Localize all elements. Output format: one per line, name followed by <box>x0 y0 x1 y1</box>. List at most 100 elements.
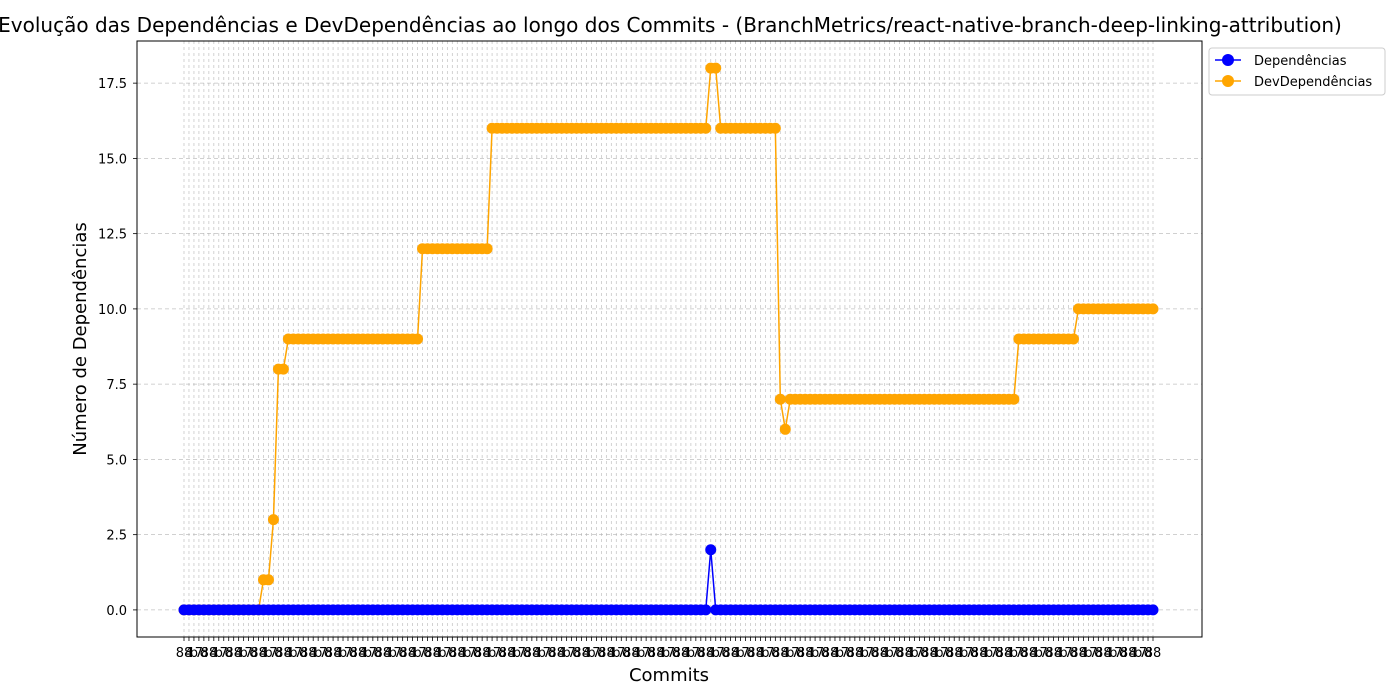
x-tick-label: 7 <box>493 646 501 661</box>
grid-layer <box>137 41 1202 637</box>
x-tick-label: 7 <box>195 646 203 661</box>
x-tick-label: 4 <box>235 646 243 661</box>
x-tick-label: 4 <box>458 646 466 661</box>
data-point-dependencias <box>1147 604 1159 616</box>
x-tick-label: 88 <box>1145 646 1162 661</box>
x-tick-label: 88 <box>896 646 913 661</box>
x-tick-label: 7 <box>220 646 228 661</box>
x-tick-label: 88 <box>946 646 963 661</box>
x-tick-label: b <box>314 646 322 661</box>
x-tick-label: 88 <box>648 646 665 661</box>
x-tick-label: 4 <box>1129 646 1137 661</box>
x-tick-label: b <box>885 646 893 661</box>
x-tick-label: d <box>1020 646 1028 661</box>
x-tick-label: 88 <box>1020 646 1037 661</box>
x-tick-label: 4 <box>980 646 988 661</box>
x-tick-label: d <box>722 646 730 661</box>
x-tick-label: 4 <box>210 646 218 661</box>
x-tick-label: b <box>488 646 496 661</box>
x-tick-label: d <box>374 646 382 661</box>
x-tick-label: 88 <box>524 646 541 661</box>
x-tick-label: 88 <box>722 646 739 661</box>
x-tick-label: d <box>423 646 431 661</box>
x-tick-label: 4 <box>607 646 615 661</box>
data-point-devdependencias <box>267 514 279 526</box>
x-tick-label: 88 <box>399 646 416 661</box>
x-tick-label: 4 <box>408 646 416 661</box>
data-point-devdependencias <box>1147 303 1159 315</box>
x-tick-label: 4 <box>881 646 889 661</box>
data-point-devdependencias <box>262 574 274 586</box>
x-tick-label: 7 <box>766 646 774 661</box>
x-tick-label: d <box>572 646 580 661</box>
data-point-dependencias <box>700 604 712 616</box>
x-tick-label: 4 <box>1005 646 1013 661</box>
x-tick-label: 7 <box>642 646 650 661</box>
x-tick-label: 7 <box>1064 646 1072 661</box>
x-tick-label: 4 <box>359 646 367 661</box>
x-tick-label: b <box>712 646 720 661</box>
x-tick-label: 88 <box>1070 646 1087 661</box>
x-tick-label: b <box>687 646 695 661</box>
y-axis-label: Número de Dependências <box>70 222 91 456</box>
x-tick-label: b <box>289 646 297 661</box>
x-tick-label: 7 <box>518 646 526 661</box>
x-tick-label: 88 <box>697 646 714 661</box>
x-tick-label: 4 <box>831 646 839 661</box>
x-tick-label: b <box>1059 646 1067 661</box>
x-tick-label: d <box>672 646 680 661</box>
data-point-devdependencias <box>277 363 289 375</box>
x-tick-label: b <box>438 646 446 661</box>
x-tick-label: 88 <box>822 646 839 661</box>
x-tick-label: 7 <box>791 646 799 661</box>
data-point-devdependencias <box>1008 393 1020 405</box>
x-tick-label: 88 <box>176 646 193 661</box>
x-tick-label: 88 <box>747 646 764 661</box>
x-tick-label: b <box>1010 646 1018 661</box>
x-axis-label: Commits <box>629 665 709 686</box>
x-tick-label: 4 <box>1054 646 1062 661</box>
x-tick-label: 7 <box>940 646 948 661</box>
x-tick-label: d <box>995 646 1003 661</box>
x-tick-label: 88 <box>847 646 864 661</box>
x-tick-label: d <box>871 646 879 661</box>
x-tick-label: 7 <box>1040 646 1048 661</box>
data-point-devdependencias <box>769 122 781 134</box>
x-tick-label: d <box>846 646 854 661</box>
x-tick-label: 4 <box>582 646 590 661</box>
y-tick-label: 10.0 <box>98 303 127 318</box>
x-tick-label: b <box>1084 646 1092 661</box>
x-tick-label: d <box>771 646 779 661</box>
x-tick-label: d <box>349 646 357 661</box>
x-tick-label: d <box>548 646 556 661</box>
x-tick-label: 4 <box>731 646 739 661</box>
x-tick-label: d <box>523 646 531 661</box>
x-tick-label: 4 <box>284 646 292 661</box>
x-tick-label: 4 <box>632 646 640 661</box>
series-line-dependencias <box>184 549 1153 611</box>
x-tick-label: d <box>895 646 903 661</box>
x-tick-label: d <box>920 646 928 661</box>
y-tick-label: 17.5 <box>98 77 127 92</box>
series-devdependencias <box>178 62 1159 616</box>
x-tick-label: d <box>498 646 506 661</box>
x-tick-label: b <box>413 646 421 661</box>
x-tick-label: d <box>448 646 456 661</box>
x-tick-label: d <box>200 646 208 661</box>
x-tick-label: 88 <box>275 646 292 661</box>
x-tick-label: b <box>587 646 595 661</box>
x-tick-label: 7 <box>965 646 973 661</box>
x-tick-label: 4 <box>657 646 665 661</box>
x-tick-label: b <box>364 646 372 661</box>
x-tick-label: 7 <box>592 646 600 661</box>
x-tick-label: d <box>324 646 332 661</box>
x-tick-label: d <box>697 646 705 661</box>
x-tick-label: 4 <box>309 646 317 661</box>
x-tick-label: 4 <box>508 646 516 661</box>
data-point-devdependencias <box>710 62 722 74</box>
x-tick-label: 88 <box>300 646 317 661</box>
x-tick-label: b <box>562 646 570 661</box>
x-tick-label: d <box>796 646 804 661</box>
x-tick-label: d <box>746 646 754 661</box>
